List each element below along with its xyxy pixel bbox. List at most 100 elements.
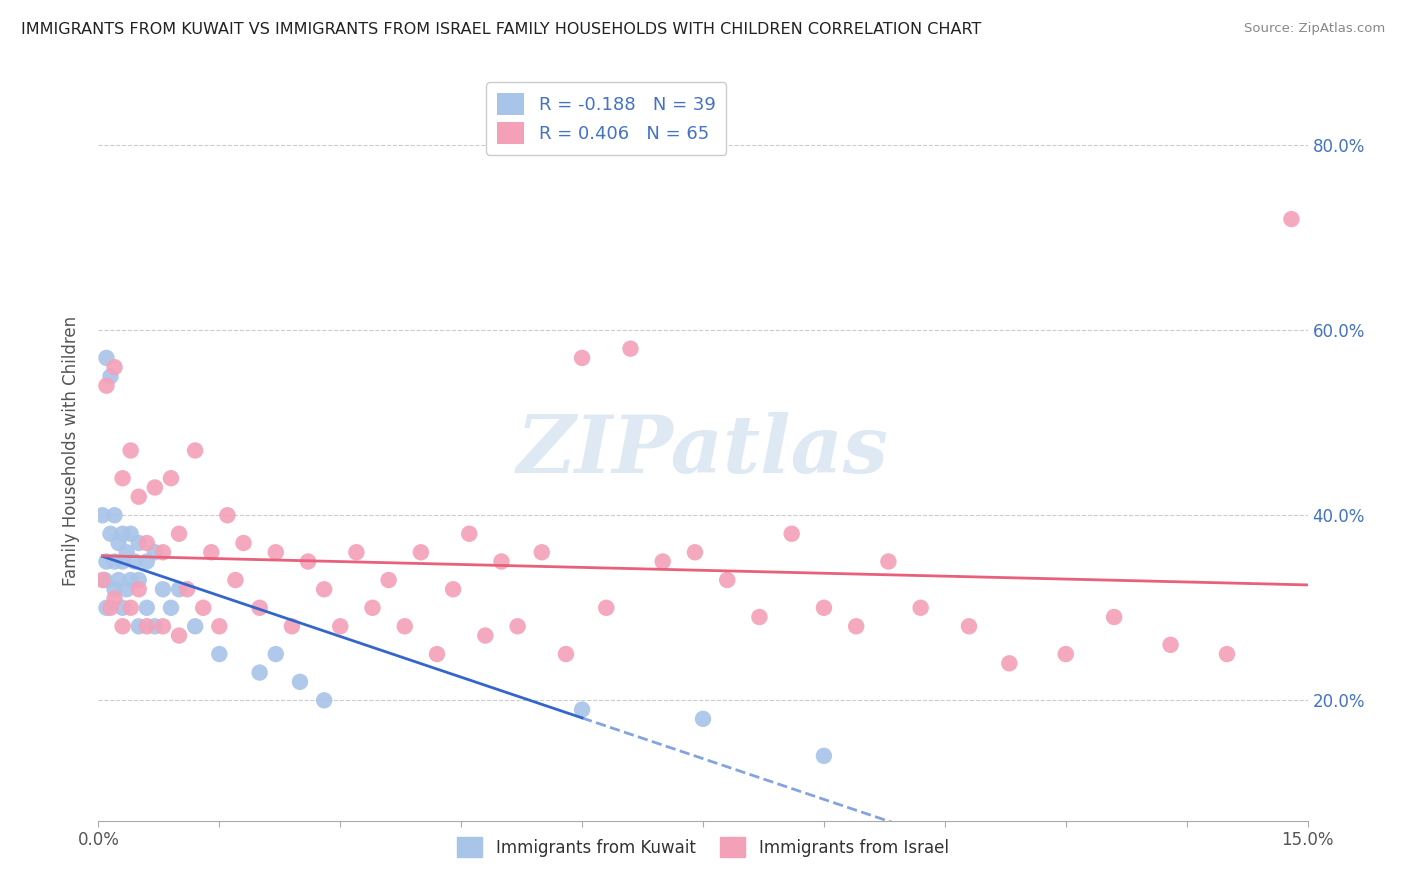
Point xyxy=(167,526,190,541)
Point xyxy=(329,619,352,633)
Point xyxy=(128,619,150,633)
Point xyxy=(314,582,336,597)
Point xyxy=(297,555,319,569)
Text: ZIPatlas: ZIPatlas xyxy=(517,412,889,489)
Point xyxy=(217,508,239,523)
Point xyxy=(716,573,738,587)
Point xyxy=(103,508,125,523)
Point xyxy=(152,619,174,633)
Point xyxy=(813,600,835,615)
Point xyxy=(143,619,166,633)
Point xyxy=(426,647,449,661)
Point xyxy=(128,536,150,550)
Point xyxy=(120,573,142,587)
Point xyxy=(491,555,513,569)
Point xyxy=(998,657,1021,671)
Point xyxy=(394,619,416,633)
Point xyxy=(692,712,714,726)
Point xyxy=(135,619,157,633)
Point xyxy=(107,573,129,587)
Point xyxy=(115,545,138,559)
Point xyxy=(91,508,114,523)
Point xyxy=(135,600,157,615)
Point xyxy=(96,600,118,615)
Point xyxy=(377,573,399,587)
Point xyxy=(184,619,207,633)
Point xyxy=(152,582,174,597)
Point xyxy=(111,526,134,541)
Point xyxy=(193,600,215,615)
Point xyxy=(100,526,122,541)
Point xyxy=(120,600,142,615)
Point xyxy=(571,351,593,365)
Point xyxy=(200,545,222,559)
Point xyxy=(571,703,593,717)
Point xyxy=(91,573,114,587)
Point xyxy=(124,555,146,569)
Point xyxy=(167,628,190,642)
Point xyxy=(506,619,529,633)
Text: IMMIGRANTS FROM KUWAIT VS IMMIGRANTS FROM ISRAEL FAMILY HOUSEHOLDS WITH CHILDREN: IMMIGRANTS FROM KUWAIT VS IMMIGRANTS FRO… xyxy=(21,22,981,37)
Y-axis label: Family Households with Children: Family Households with Children xyxy=(62,316,80,585)
Point xyxy=(683,545,706,559)
Point xyxy=(1054,647,1077,661)
Point xyxy=(103,591,125,606)
Point xyxy=(111,600,134,615)
Point xyxy=(103,360,125,375)
Point xyxy=(96,378,118,392)
Point xyxy=(208,647,231,661)
Point xyxy=(135,555,157,569)
Point xyxy=(96,555,118,569)
Point xyxy=(160,471,183,485)
Point xyxy=(1281,212,1303,227)
Point xyxy=(249,600,271,615)
Point xyxy=(103,582,125,597)
Point xyxy=(748,610,770,624)
Point xyxy=(160,600,183,615)
Point xyxy=(232,536,254,550)
Point xyxy=(143,480,166,494)
Point xyxy=(651,555,673,569)
Point xyxy=(264,647,287,661)
Point xyxy=(94,573,117,587)
Point xyxy=(877,555,900,569)
Point xyxy=(249,665,271,680)
Point xyxy=(100,369,122,384)
Point xyxy=(103,555,125,569)
Point xyxy=(143,545,166,559)
Point xyxy=(474,628,496,642)
Point xyxy=(152,545,174,559)
Point xyxy=(1160,638,1182,652)
Point xyxy=(288,674,311,689)
Point xyxy=(224,573,246,587)
Point xyxy=(281,619,304,633)
Point xyxy=(530,545,553,559)
Point xyxy=(96,351,118,365)
Point xyxy=(176,582,198,597)
Text: Source: ZipAtlas.com: Source: ZipAtlas.com xyxy=(1244,22,1385,36)
Point xyxy=(813,748,835,763)
Point xyxy=(555,647,578,661)
Point xyxy=(107,536,129,550)
Point xyxy=(1102,610,1125,624)
Point xyxy=(208,619,231,633)
Point xyxy=(167,582,190,597)
Point xyxy=(845,619,868,633)
Point xyxy=(115,582,138,597)
Point xyxy=(1216,647,1239,661)
Point xyxy=(120,526,142,541)
Point xyxy=(135,536,157,550)
Point xyxy=(111,555,134,569)
Point xyxy=(910,600,932,615)
Legend: Immigrants from Kuwait, Immigrants from Israel: Immigrants from Kuwait, Immigrants from … xyxy=(450,830,956,864)
Point xyxy=(595,600,617,615)
Point xyxy=(128,573,150,587)
Point xyxy=(184,443,207,458)
Point xyxy=(957,619,980,633)
Point xyxy=(361,600,384,615)
Point xyxy=(344,545,367,559)
Point xyxy=(120,443,142,458)
Point xyxy=(128,582,150,597)
Point xyxy=(111,619,134,633)
Point xyxy=(264,545,287,559)
